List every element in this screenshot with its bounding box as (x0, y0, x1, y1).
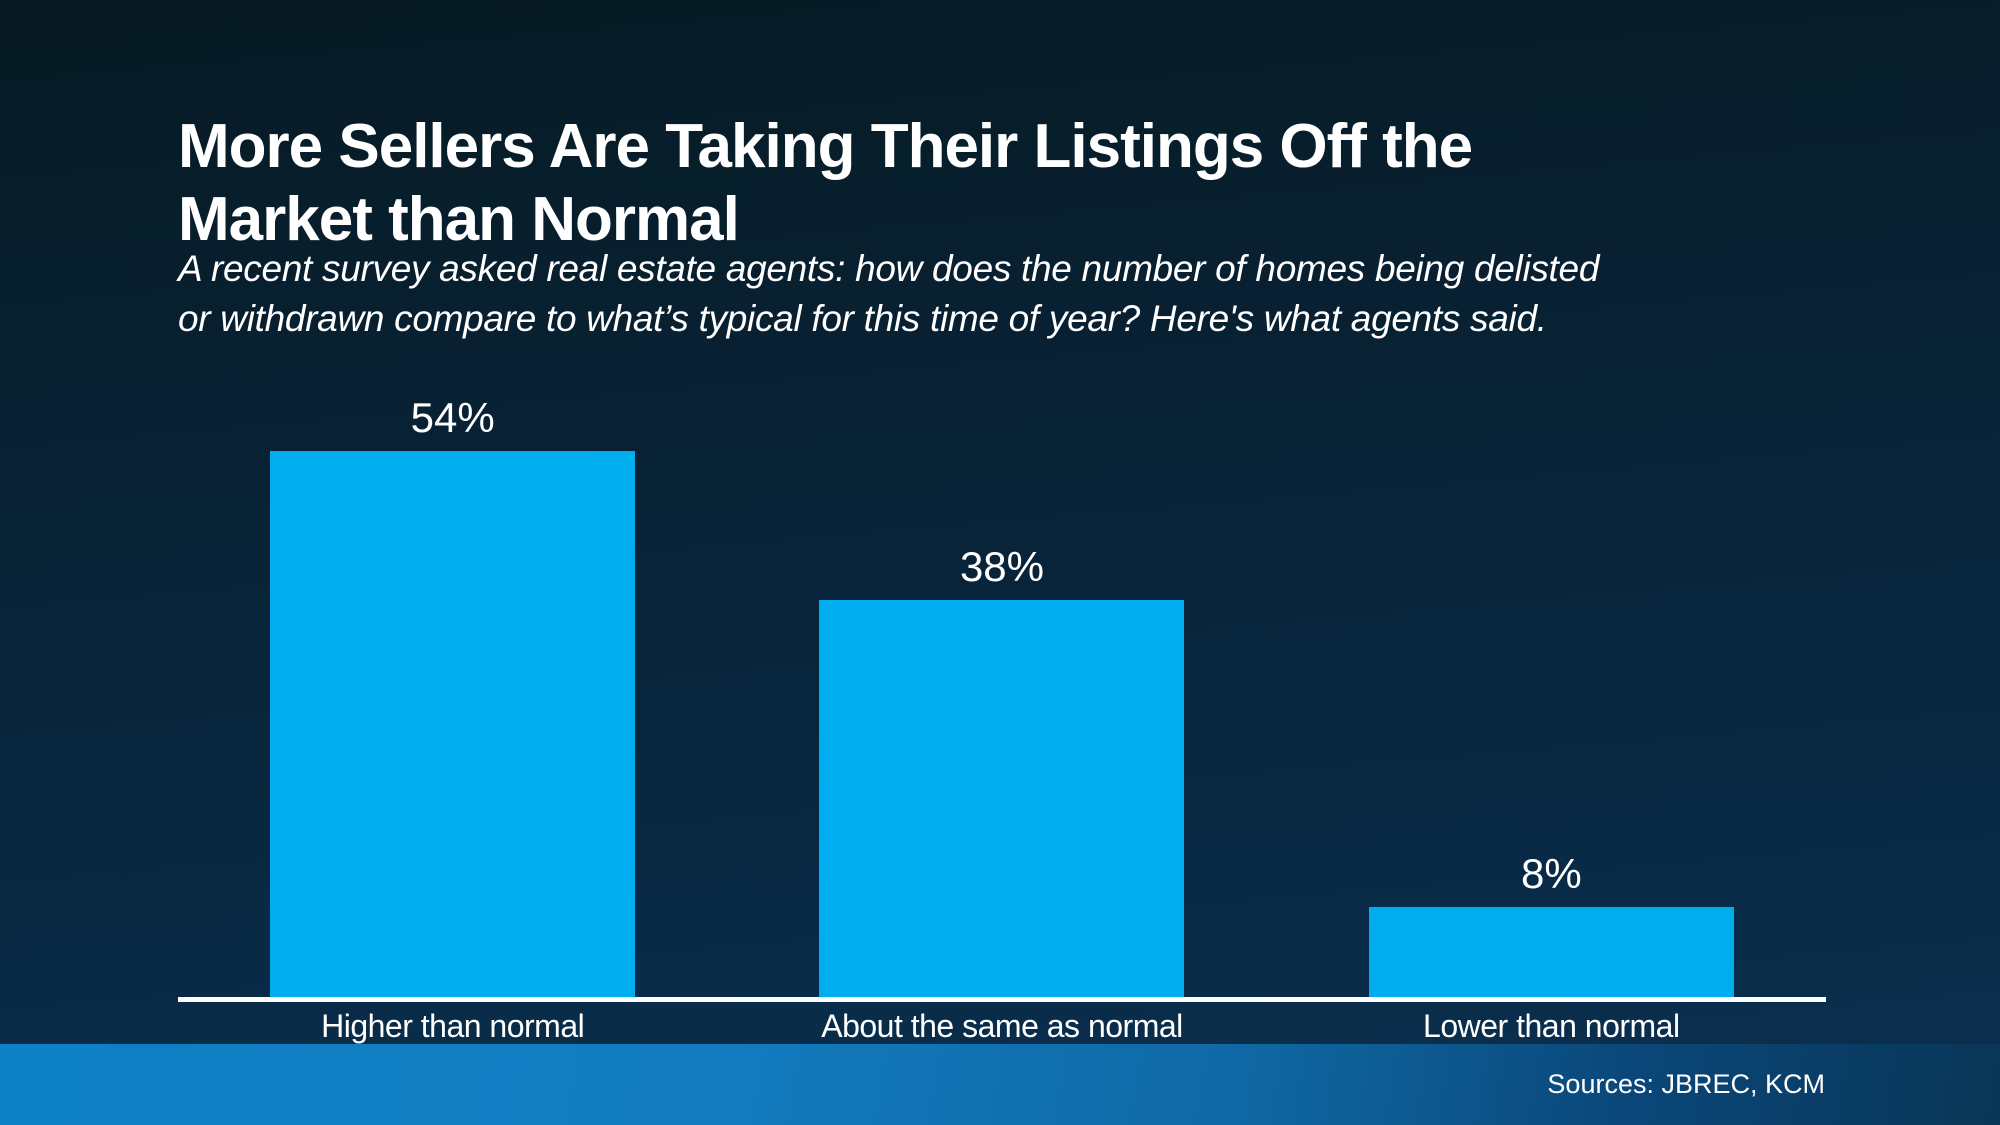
x-axis-label-about-same-as-normal: About the same as normal (821, 1008, 1183, 1044)
subtitle: A recent survey asked real estate agents… (178, 244, 1599, 344)
page-title: More Sellers Are Taking Their Listings O… (178, 110, 1473, 256)
plot-area: 54% 38% 8% (178, 390, 1826, 997)
page-title-line2: Market than Normal (178, 184, 740, 254)
value-label: 54% (410, 394, 495, 441)
x-axis-label-lower-than-normal: Lower than normal (1423, 1008, 1680, 1044)
bar-group-about-same-as-normal: 38% (727, 390, 1276, 997)
value-label: 8% (1520, 850, 1582, 897)
subtitle-line2: or withdrawn compare to what’s typical f… (178, 298, 1547, 339)
subtitle-line1: A recent survey asked real estate agents… (178, 248, 1600, 289)
x-axis-line (178, 997, 1826, 1002)
page-title-line1: More Sellers Are Taking Their Listings O… (178, 111, 1473, 181)
bar-about-same-as-normal (819, 600, 1185, 997)
bar-higher-than-normal (270, 451, 636, 997)
footer-band: Sources: JBREC, KCM (0, 1044, 2000, 1125)
bar-lower-than-normal (1368, 907, 1734, 997)
x-axis-label-higher-than-normal: Higher than normal (321, 1008, 585, 1044)
bar-group-higher-than-normal: 54% (178, 390, 727, 997)
bar-chart: 54% 38% 8% Higher than normal About the … (178, 390, 1826, 1045)
x-axis-labels: Higher than normal About the same as nor… (178, 1008, 1826, 1045)
bar-group-lower-than-normal: 8% (1277, 390, 1826, 997)
value-label: 38% (959, 543, 1045, 590)
sources-label: Sources: JBREC, KCM (1547, 1069, 1825, 1099)
